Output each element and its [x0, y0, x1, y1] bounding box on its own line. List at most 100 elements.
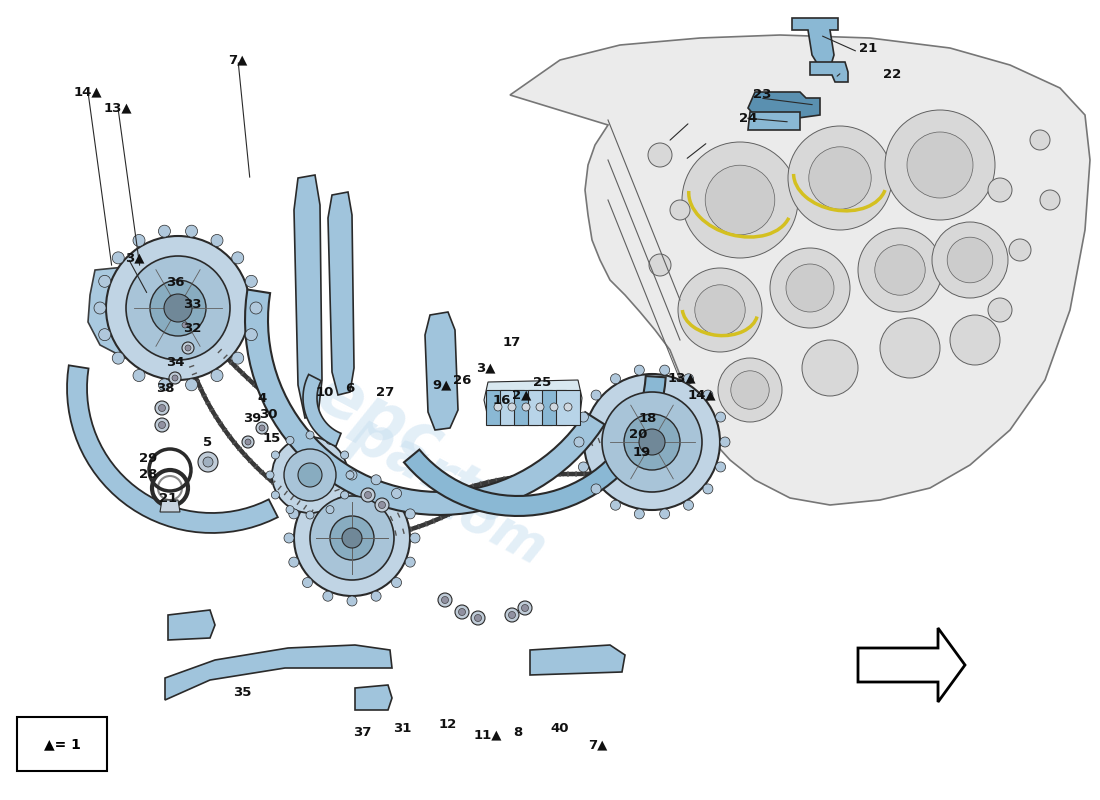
Circle shape — [505, 608, 519, 622]
Circle shape — [284, 533, 294, 543]
Circle shape — [182, 342, 194, 354]
Circle shape — [361, 488, 375, 502]
Circle shape — [204, 457, 213, 467]
Circle shape — [242, 436, 254, 448]
Circle shape — [302, 578, 312, 587]
Circle shape — [635, 365, 645, 375]
Polygon shape — [528, 390, 552, 425]
Circle shape — [341, 451, 349, 459]
Circle shape — [455, 605, 469, 619]
Text: 12: 12 — [439, 718, 458, 731]
Circle shape — [245, 439, 251, 445]
Text: 19: 19 — [632, 446, 651, 458]
Circle shape — [198, 452, 218, 472]
Circle shape — [471, 611, 485, 625]
Circle shape — [610, 500, 620, 510]
Text: 20: 20 — [629, 429, 647, 442]
Circle shape — [716, 412, 726, 422]
Text: 25: 25 — [532, 375, 551, 389]
Text: 14▲: 14▲ — [74, 86, 102, 98]
Polygon shape — [748, 112, 800, 130]
Circle shape — [272, 437, 348, 513]
Text: epc: epc — [306, 360, 454, 480]
Text: .com: .com — [405, 463, 556, 577]
Circle shape — [730, 371, 769, 409]
Circle shape — [602, 392, 702, 492]
Circle shape — [474, 614, 482, 622]
Circle shape — [378, 502, 385, 509]
Circle shape — [635, 509, 645, 519]
Text: parts: parts — [341, 404, 519, 536]
Text: 9▲: 9▲ — [432, 378, 452, 391]
Circle shape — [802, 340, 858, 396]
Text: 13▲: 13▲ — [668, 371, 696, 385]
Circle shape — [133, 370, 145, 382]
Text: 7▲: 7▲ — [588, 738, 607, 751]
Circle shape — [289, 557, 299, 567]
Text: 6: 6 — [345, 382, 354, 394]
Circle shape — [405, 509, 415, 519]
Circle shape — [574, 437, 584, 447]
Text: 36: 36 — [166, 275, 185, 289]
Circle shape — [245, 329, 257, 341]
Text: 40: 40 — [551, 722, 570, 734]
Circle shape — [326, 506, 334, 514]
Circle shape — [158, 422, 165, 429]
Circle shape — [683, 500, 693, 510]
Polygon shape — [556, 390, 580, 425]
Polygon shape — [165, 645, 392, 700]
Polygon shape — [500, 390, 524, 425]
Circle shape — [364, 491, 372, 498]
Text: 28: 28 — [139, 469, 157, 482]
Circle shape — [323, 591, 333, 602]
Circle shape — [610, 374, 620, 384]
Circle shape — [858, 228, 942, 312]
Circle shape — [660, 365, 670, 375]
Circle shape — [158, 405, 165, 411]
Circle shape — [232, 352, 244, 364]
FancyBboxPatch shape — [16, 717, 107, 771]
Circle shape — [786, 264, 834, 312]
Polygon shape — [404, 376, 666, 516]
Text: 31: 31 — [393, 722, 411, 734]
Circle shape — [284, 449, 336, 501]
Text: 11▲: 11▲ — [474, 729, 503, 742]
Circle shape — [649, 254, 671, 276]
Circle shape — [518, 601, 532, 615]
Text: 14▲: 14▲ — [688, 389, 716, 402]
Circle shape — [703, 484, 713, 494]
Text: 4: 4 — [257, 391, 266, 405]
Polygon shape — [514, 390, 538, 425]
Circle shape — [302, 489, 312, 498]
Circle shape — [169, 295, 175, 301]
Text: 21: 21 — [859, 42, 877, 54]
Circle shape — [718, 358, 782, 422]
Circle shape — [678, 268, 762, 352]
Circle shape — [550, 403, 558, 411]
Circle shape — [660, 509, 670, 519]
Circle shape — [988, 178, 1012, 202]
Circle shape — [272, 491, 279, 499]
Circle shape — [185, 345, 191, 351]
Text: 22: 22 — [883, 69, 901, 82]
Circle shape — [266, 471, 274, 479]
Polygon shape — [168, 610, 214, 640]
Circle shape — [591, 484, 601, 494]
Circle shape — [536, 403, 544, 411]
Circle shape — [286, 436, 294, 444]
Text: 37: 37 — [353, 726, 371, 738]
Text: 24: 24 — [739, 111, 757, 125]
Circle shape — [182, 322, 188, 328]
Circle shape — [258, 425, 265, 431]
Text: 26: 26 — [453, 374, 471, 386]
Circle shape — [521, 605, 528, 611]
Circle shape — [375, 498, 389, 512]
Circle shape — [438, 593, 452, 607]
Circle shape — [947, 238, 993, 282]
Circle shape — [591, 390, 601, 400]
Polygon shape — [598, 392, 710, 476]
Circle shape — [150, 280, 206, 336]
Circle shape — [371, 474, 381, 485]
Polygon shape — [748, 92, 820, 118]
Circle shape — [306, 511, 313, 519]
